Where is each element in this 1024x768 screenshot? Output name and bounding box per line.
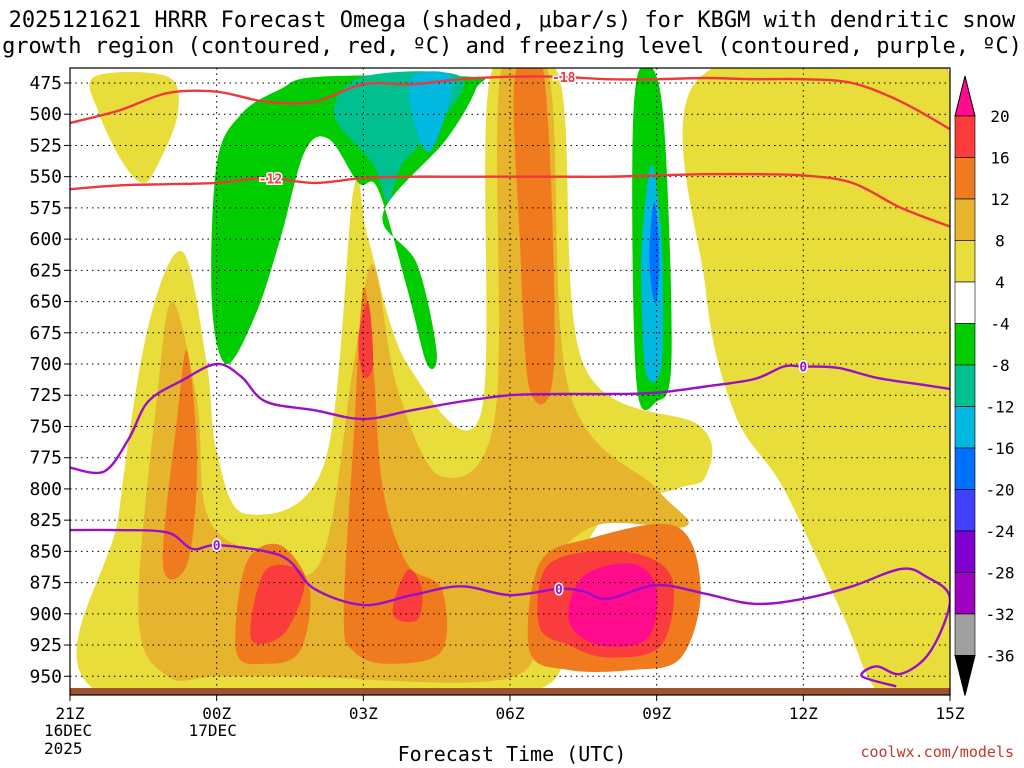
x-tick-date-00Z: 17DEC	[189, 721, 237, 740]
freezing-label-upper: 0	[799, 361, 807, 376]
y-tick-label-850: 850	[29, 541, 62, 562]
colorbar-label-12: -32	[986, 605, 1015, 624]
colorbar-swatch-1	[954, 115, 976, 158]
y-tick-label-625: 625	[29, 260, 62, 281]
colorbar-label-2: 12	[990, 190, 1009, 209]
omega-region-16-15	[358, 301, 374, 379]
colorbar-swatch-3	[954, 198, 976, 241]
colorbar-swatch-8	[954, 406, 976, 449]
colorbar-label-9: -20	[986, 481, 1015, 500]
chart-title-line1: 2025121621 HRRR Forecast Omega (shaded, …	[8, 8, 1016, 33]
colorbar-label-4: 4	[995, 273, 1005, 292]
y-tick-label-675: 675	[29, 323, 62, 344]
y-tick-label-950: 950	[29, 666, 62, 687]
colorbar-label-5: -4	[990, 315, 1009, 334]
omega-region-4-6	[89, 72, 179, 183]
colorbar-label-13: -36	[986, 647, 1015, 666]
colorbar-swatch-bottom	[954, 655, 976, 696]
colorbar-label-6: -8	[990, 356, 1009, 375]
dgz-label-minus18: -18	[552, 71, 576, 86]
omega-region-12-12	[513, 68, 555, 405]
colorbar-swatch-11	[954, 530, 976, 573]
x-tick-label-06Z: 06Z	[496, 704, 525, 723]
y-tick-label-800: 800	[29, 479, 62, 500]
omega-region--4-19	[211, 75, 486, 370]
colorbar-label-8: -16	[986, 439, 1015, 458]
x-tick-label-15Z: 15Z	[936, 704, 965, 723]
contour-lines: -18 -12 0 0 0	[70, 69, 950, 688]
x-axis-title: Forecast Time (UTC)	[397, 742, 627, 766]
axes: 475 500 525 550 575 600 625 650 675 700 725 750 775 8…	[29, 73, 964, 758]
terrain-ground	[70, 688, 950, 695]
dgz-isotherm-line-0	[70, 75, 950, 131]
y-tick-label-775: 775	[29, 448, 62, 469]
x-tick-label-09Z: 09Z	[642, 704, 671, 723]
colorbar: 20 16 12 8 4 -4 -8 -12 -16 -20 -24 -28 -32 -36	[954, 75, 1015, 696]
y-tick-label-725: 725	[29, 385, 62, 406]
y-tick-label-550: 550	[29, 167, 62, 188]
x-tick-label-21Z: 21Z	[56, 704, 85, 723]
y-tick-label-475: 475	[29, 73, 62, 94]
x-tick-date-21Z: 16DEC	[44, 721, 92, 740]
y-tick-label-525: 525	[29, 135, 62, 156]
colorbar-swatch-4	[954, 240, 976, 283]
chart-title-line2: growth region (contoured, red, ºC) and f…	[2, 34, 1022, 59]
omega-region-20-18	[568, 563, 658, 647]
colorbar-swatch-13	[954, 613, 976, 656]
colorbar-label-3: 8	[995, 232, 1005, 251]
x-tick-label-03Z: 03Z	[349, 704, 378, 723]
omega-region-16-14	[250, 564, 306, 645]
omega-region-4-5	[682, 68, 950, 695]
colorbar-swatch-7	[954, 364, 976, 407]
colorbar-label-10: -24	[986, 522, 1015, 541]
x-tick-label-12Z: 12Z	[789, 704, 818, 723]
y-tick-label-575: 575	[29, 198, 62, 219]
freezing-label-lower-2: 0	[555, 583, 563, 598]
y-tick-label-650: 650	[29, 292, 62, 313]
x-tick-year-21Z: 2025	[44, 739, 83, 758]
freezing-level-line-1	[70, 528, 950, 688]
x-tick-label-00Z: 00Z	[202, 704, 231, 723]
y-tick-label-700: 700	[29, 354, 62, 375]
colorbar-swatch-2	[954, 157, 976, 200]
credit-link[interactable]: coolwx.com/models	[860, 743, 1014, 761]
freezing-level-line-0	[70, 362, 950, 475]
colorbar-swatch-9	[954, 447, 976, 490]
colorbar-label-0: 20	[990, 107, 1009, 126]
dgz-isotherm-line-1	[70, 172, 950, 228]
omega-region-12-9	[162, 350, 198, 580]
omega-region--12-22	[408, 71, 453, 152]
y-tick-label-500: 500	[29, 104, 62, 125]
dgz-label-minus12: -12	[259, 172, 282, 187]
y-tick-label-825: 825	[29, 510, 62, 531]
colorbar-swatch-10	[954, 489, 976, 532]
y-tick-label-750: 750	[29, 416, 62, 437]
y-tick-label-925: 925	[29, 635, 62, 656]
y-tick-label-600: 600	[29, 229, 62, 250]
colorbar-label-11: -28	[986, 564, 1015, 583]
colorbar-swatch-12	[954, 572, 976, 615]
omega-region-12-11	[343, 287, 448, 664]
colorbar-swatch-top	[954, 75, 976, 117]
colorbar-label-1: 16	[990, 149, 1009, 168]
freezing-label-lower-1: 0	[213, 539, 221, 554]
colorbar-label-7: -12	[986, 398, 1015, 417]
colorbar-swatch-6	[954, 323, 976, 366]
omega-shading	[76, 68, 950, 695]
colorbar-swatch-5	[954, 281, 976, 324]
y-tick-label-875: 875	[29, 573, 62, 594]
y-tick-label-900: 900	[29, 604, 62, 625]
